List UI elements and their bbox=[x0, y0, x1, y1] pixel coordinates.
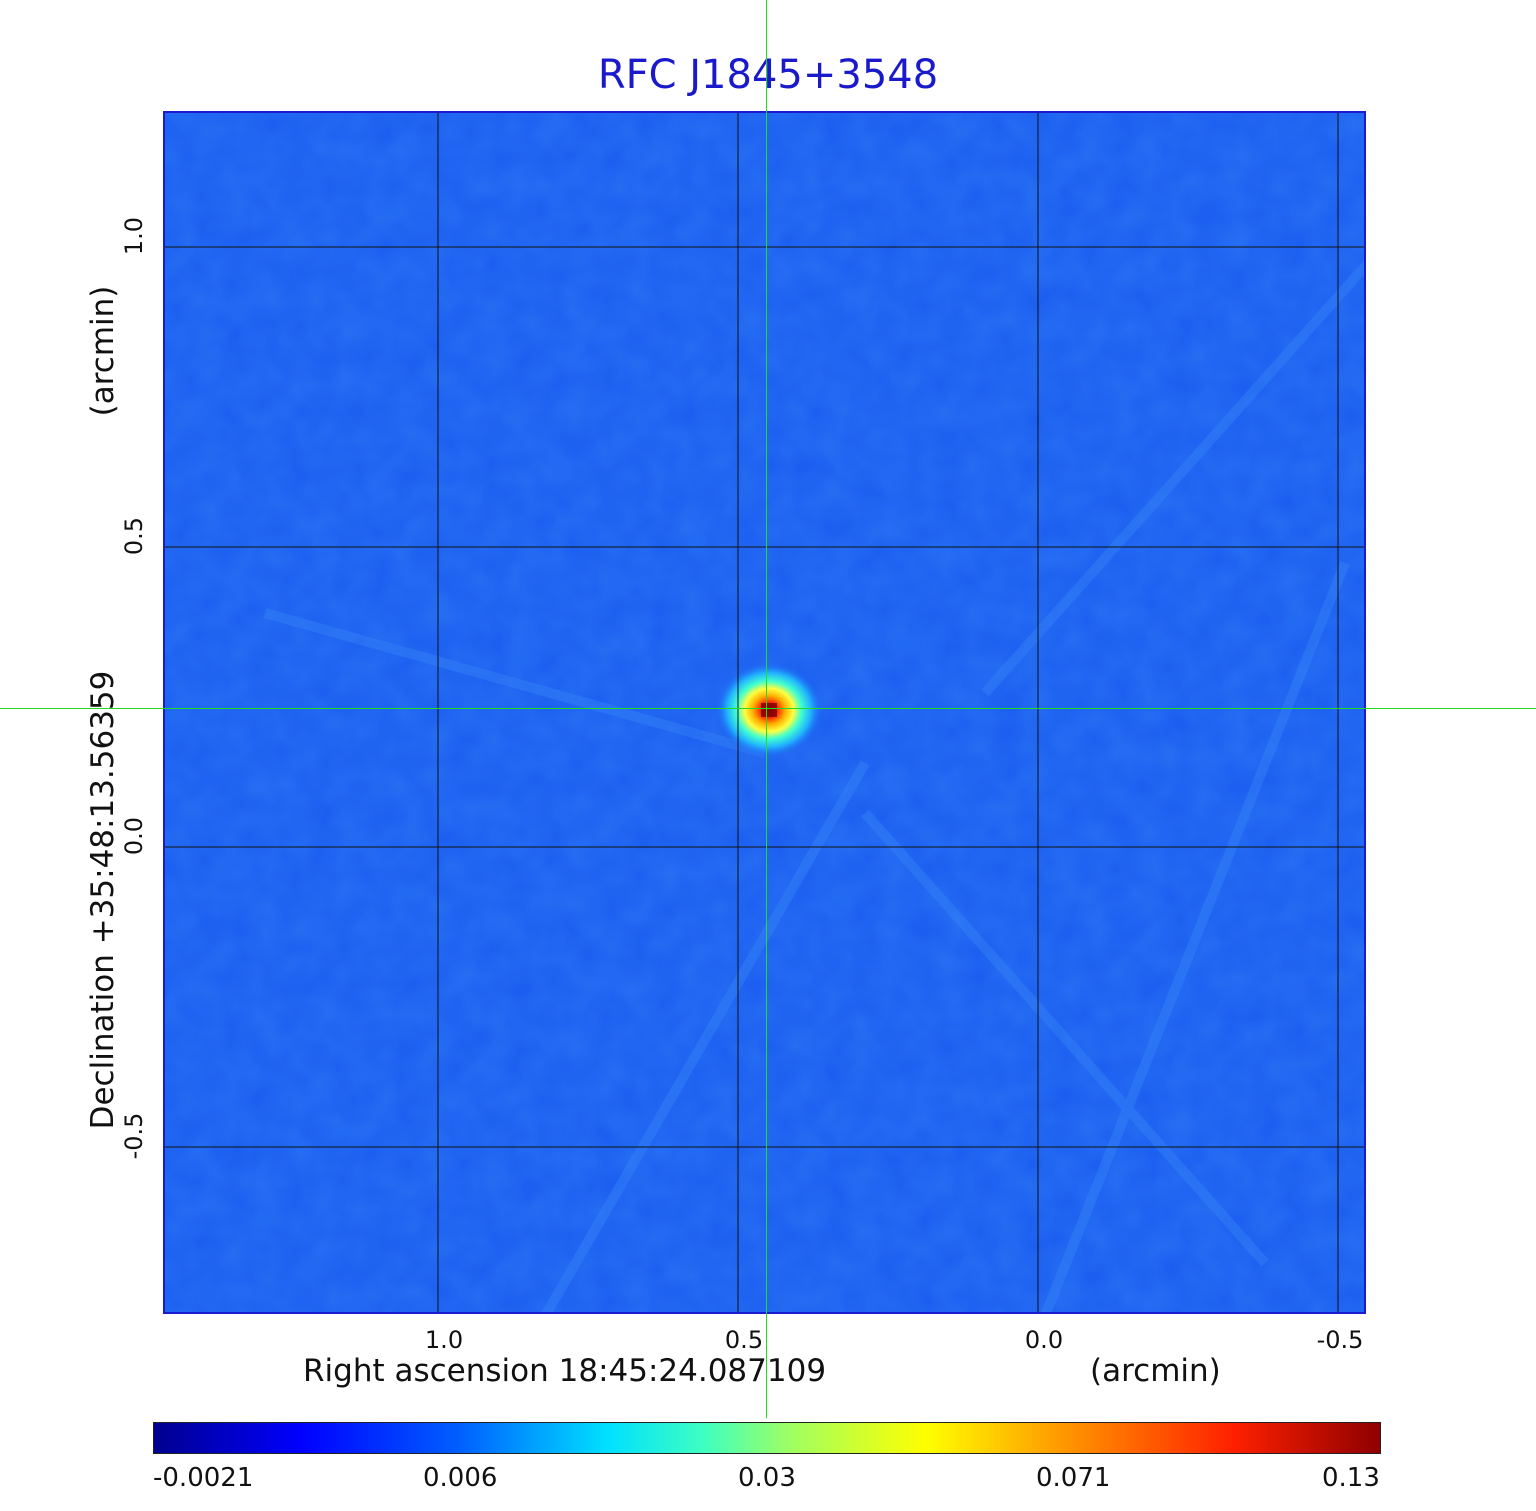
colorbar-tick-label: 0.071 bbox=[1036, 1463, 1111, 1493]
y-axis-label: Declination +35:48:13.56359 bbox=[85, 670, 121, 1130]
colorbar-tick-label: -0.0021 bbox=[153, 1463, 254, 1493]
y-axis-unit: (arcmin) bbox=[85, 285, 121, 417]
x-axis-unit: (arcmin) bbox=[1090, 1353, 1221, 1389]
x-tick-label: -0.5 bbox=[1316, 1326, 1364, 1354]
source-peak bbox=[761, 703, 777, 717]
crosshair-horizontal bbox=[0, 708, 1536, 709]
radio-image-panel[interactable] bbox=[163, 111, 1366, 1314]
radio-image bbox=[165, 113, 1364, 1312]
x-tick-label: 0.5 bbox=[724, 1326, 764, 1354]
y-tick-label: 1.0 bbox=[120, 216, 148, 256]
y-tick-label: 0.0 bbox=[120, 816, 148, 856]
x-tick-label: 0.0 bbox=[1024, 1326, 1064, 1354]
y-tick-label: -0.5 bbox=[120, 1112, 148, 1160]
x-axis-label: Right ascension 18:45:24.087109 bbox=[303, 1353, 827, 1389]
colorbar-tick-label: 0.13 bbox=[1322, 1463, 1380, 1493]
y-tick-label: 0.5 bbox=[120, 516, 148, 556]
crosshair-vertical bbox=[766, 0, 767, 1418]
colorbar-tick-label: 0.006 bbox=[423, 1463, 498, 1493]
sidelobe-streaks bbox=[263, 259, 1364, 1312]
colorbar bbox=[153, 1422, 1381, 1454]
image-title: RFC J1845+3548 bbox=[597, 52, 939, 98]
x-tick-label: 1.0 bbox=[424, 1326, 464, 1354]
colorbar-tick-label: 0.03 bbox=[738, 1463, 796, 1493]
